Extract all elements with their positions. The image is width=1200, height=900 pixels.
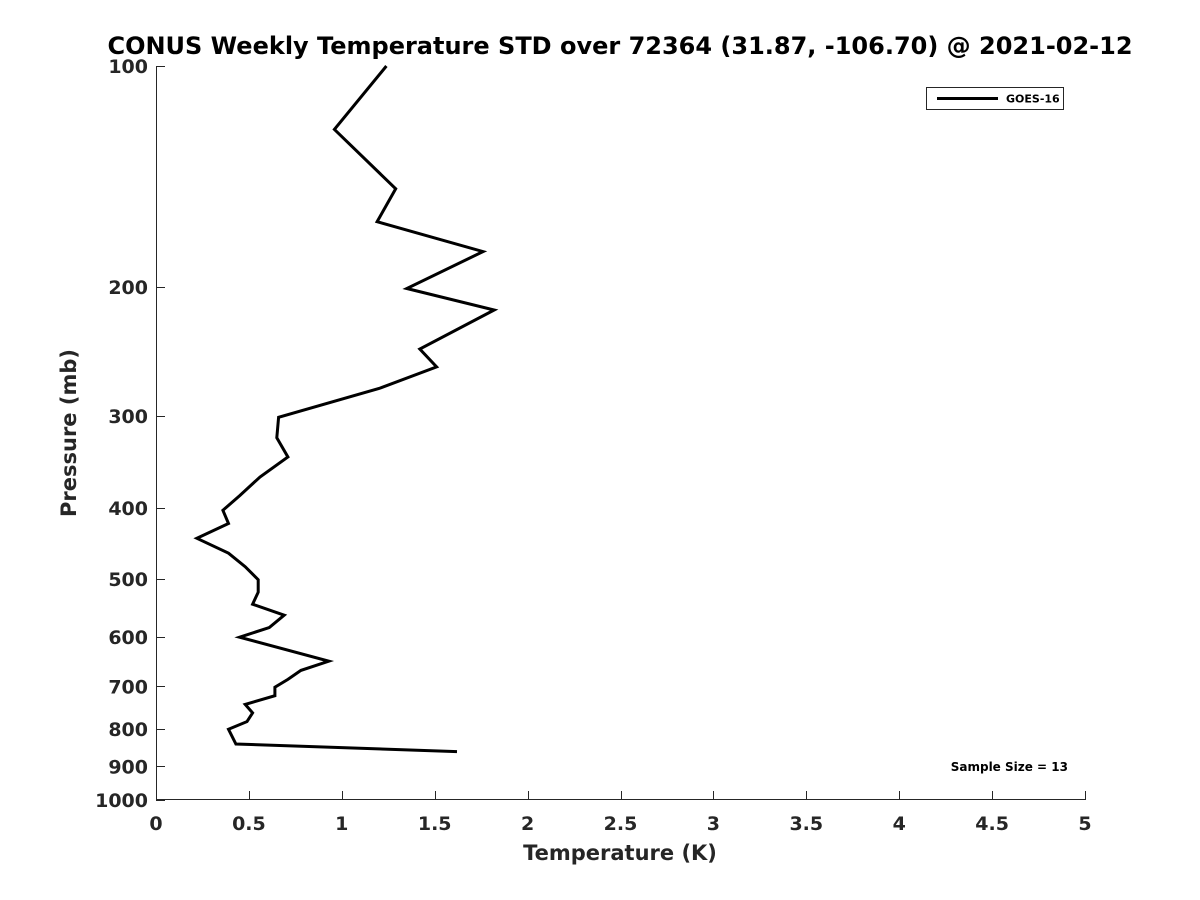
sample-size-annotation: Sample Size = 13 — [951, 760, 1068, 774]
x-tick-label: 1.5 — [418, 813, 452, 835]
series-layer — [193, 65, 499, 754]
x-tick-label: 4.5 — [975, 813, 1009, 835]
legend-label-goes-16: GOES-16 — [1006, 93, 1060, 106]
y-tick-label: 800 — [108, 719, 148, 741]
x-tick-label: 3.5 — [789, 813, 823, 835]
x-tick-label: 0.5 — [232, 813, 266, 835]
plot-axes — [156, 66, 1085, 800]
x-axis-label: Temperature (K) — [523, 841, 717, 865]
y-axis-label: Pressure (mb) — [57, 349, 81, 517]
y-axis-ticks: 100 200 300 400 500 600 700 800 900 1000 — [95, 56, 165, 812]
x-tick-label: 2 — [521, 813, 534, 835]
y-tick-label: 1000 — [95, 790, 148, 812]
y-tick-label: 100 — [108, 56, 148, 78]
y-tick-label: 300 — [108, 406, 148, 428]
x-tick-label: 0 — [149, 813, 162, 835]
legend: GOES-16 — [926, 87, 1064, 110]
x-tick-label: 3 — [707, 813, 720, 835]
x-tick-label: 2.5 — [604, 813, 638, 835]
y-tick-label: 500 — [108, 569, 148, 591]
y-tick-label: 600 — [108, 627, 148, 649]
chart-title: CONUS Weekly Temperature STD over 72364 … — [107, 32, 1132, 60]
series-line-goes-16 — [193, 65, 499, 754]
x-axis-ticks: 0 0.5 1 1.5 2 2.5 3 3.5 4 4.5 5 — [149, 791, 1092, 835]
x-tick-label: 4 — [893, 813, 906, 835]
x-tick-label: 5 — [1078, 813, 1091, 835]
y-tick-label: 900 — [108, 756, 148, 778]
y-tick-label: 700 — [108, 676, 148, 698]
y-tick-label: 200 — [108, 277, 148, 299]
x-tick-label: 1 — [335, 813, 348, 835]
y-tick-label: 400 — [108, 498, 148, 520]
